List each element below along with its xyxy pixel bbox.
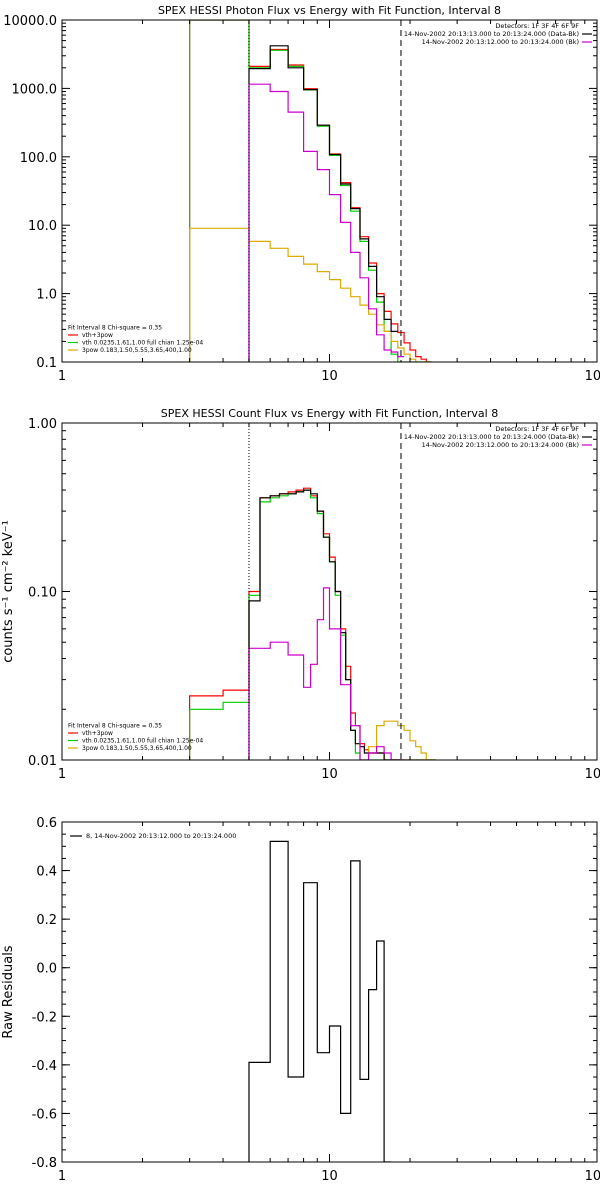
y-tick-label: 1.0 xyxy=(36,288,57,303)
y-tick-label: 100.0 xyxy=(20,151,57,166)
x-tick-label: 10 xyxy=(321,1169,338,1184)
x-tick-label: 10 xyxy=(321,369,338,384)
y-axis-label: counts s⁻¹ cm⁻² keV⁻¹ xyxy=(1,520,16,663)
y-tick-label: 1000.0 xyxy=(12,82,58,97)
series-group xyxy=(189,487,436,760)
legend-top-right-text: Detectors: 1F 3F 4F 6F 9F xyxy=(495,22,579,30)
x-tick-label: 10 xyxy=(321,767,338,782)
y-tick-label: 0.2 xyxy=(36,913,57,928)
y-tick-label: -0.6 xyxy=(32,1107,57,1122)
series-line-vth xyxy=(189,20,432,362)
legend-bottom-left-text: Fit Interval 8 Chi-square = 0.35 xyxy=(68,723,162,730)
chart-panel-1: SPEX HESSI Photon Flux vs Energy with Fi… xyxy=(3,4,600,384)
legend-bottom-left-text: Fit Interval 8 Chi-square = 0.35 xyxy=(68,325,162,332)
legend-top-left-text: 8, 14-Nov-2002 20:13:12.000 to 20:13:24.… xyxy=(86,832,236,840)
series-group xyxy=(248,840,392,1162)
x-tick-label: 100 xyxy=(585,767,600,782)
chart-title: SPEX HESSI Count Flux vs Energy with Fit… xyxy=(161,407,498,420)
series-line-bk xyxy=(248,83,405,362)
y-tick-label: -0.8 xyxy=(32,1156,57,1171)
y-tick-label: 10000.0 xyxy=(3,14,57,29)
series-group xyxy=(189,20,432,362)
legend-bottom-left-text: 3pow 0.183,1.50,5.55,3.65,400,1.00 xyxy=(82,745,192,752)
series-line-bk xyxy=(248,587,405,760)
series-line-3pow xyxy=(189,227,432,362)
legend-bottom-left-text: vth+3pow xyxy=(82,332,113,339)
legend-bottom-left-text: 3pow 0.183,1.50,5.55,3.65,400,1.00 xyxy=(82,347,192,354)
chart-title: SPEX HESSI Photon Flux vs Energy with Fi… xyxy=(158,4,501,17)
y-tick-label: -0.4 xyxy=(32,1059,57,1074)
series-line-vth-3pow xyxy=(189,487,436,760)
y-tick-label: 0.0 xyxy=(36,962,57,977)
chart-panel-2: SPEX HESSI Count Flux vs Energy with Fit… xyxy=(1,407,600,782)
legend-top-right-text: 14-Nov-2002 20:13:13.000 to 20:13:24.000… xyxy=(404,433,579,441)
legend-bottom-left-text: vth 0.0235,1.61,1.00 full chian 1.25e-04 xyxy=(82,738,203,745)
legend-top-right-text: Detectors: 1F 3F 4F 6F 9F xyxy=(495,425,579,433)
series-line-data-bk xyxy=(248,489,401,760)
legend-bottom-left-text: vth+3pow xyxy=(82,730,113,737)
y-axis-label: Raw Residuals xyxy=(1,945,16,1038)
legend-bottom-left-text: vth 0.0235,1.61,1.00 full chian 1.25e-04 xyxy=(82,340,203,347)
axes-frame xyxy=(61,821,598,1163)
y-tick-label: 0.4 xyxy=(36,865,57,880)
series-line-vth-3pow xyxy=(189,20,432,362)
series-line-3pow xyxy=(368,720,436,760)
legend-top-right-text: 14-Nov-2002 20:13:13.000 to 20:13:24.000… xyxy=(404,30,579,38)
legend-top-right-text: 14-Nov-2002 20:13:12.000 to 20:13:24.000… xyxy=(422,441,579,449)
series-line-data-bk xyxy=(248,45,398,362)
x-tick-label: 100 xyxy=(585,369,600,384)
series-line-vth xyxy=(189,489,436,760)
y-tick-label: 0.10 xyxy=(28,586,57,601)
x-tick-label: 1 xyxy=(58,369,66,384)
x-tick-label: 1 xyxy=(58,1169,66,1184)
series-line-residuals xyxy=(248,840,392,1162)
y-tick-label: 1.00 xyxy=(28,417,57,432)
chart-panel-3: 1 10 100 -0.8 -0.6 -0.4 -0.2 0.0 0.2 0.4 0.6 Raw Re… xyxy=(1,816,600,1184)
x-tick-label: 100 xyxy=(585,1169,600,1184)
y-tick-label: -0.2 xyxy=(32,1010,57,1025)
y-tick-label: 0.01 xyxy=(28,754,57,769)
y-tick-label: 10.0 xyxy=(28,219,57,234)
x-tick-label: 1 xyxy=(58,767,66,782)
y-tick-label: 0.6 xyxy=(36,816,57,831)
y-tick-label: 0.1 xyxy=(36,356,57,371)
legend-top-right-text: 14-Nov-2002 20:13:12.000 to 20:13:24.000… xyxy=(422,38,579,46)
